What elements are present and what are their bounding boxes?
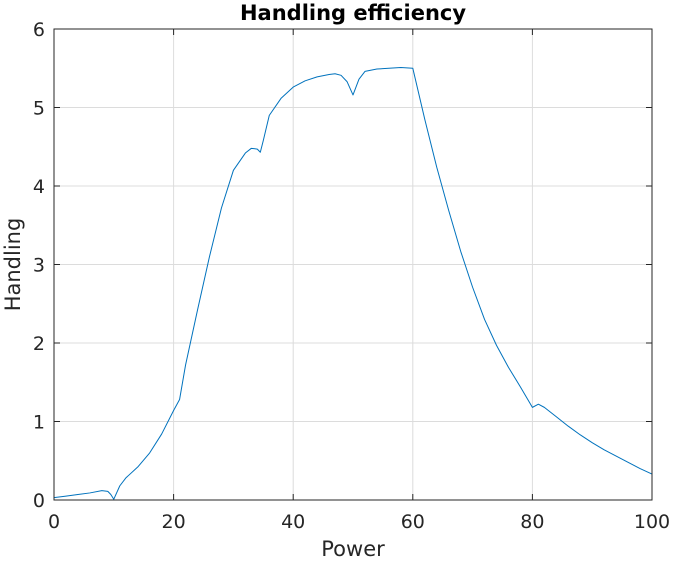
x-tick-label: 20 — [162, 511, 186, 533]
y-tick-label: 3 — [33, 255, 45, 277]
y-tick-label: 4 — [33, 176, 45, 198]
tick-marks — [53, 28, 653, 501]
x-axis-label: Power — [321, 537, 385, 561]
x-tick-label: 100 — [634, 511, 670, 533]
y-tick-labels: 0 1 2 3 4 5 6 — [33, 19, 45, 512]
series-line — [53, 66, 653, 500]
x-tick-label: 60 — [401, 511, 425, 533]
y-tick-label: 6 — [33, 19, 45, 41]
x-tick-label: 40 — [281, 511, 305, 533]
y-tick-label: 2 — [33, 333, 45, 355]
y-tick-label: 1 — [33, 412, 45, 434]
y-axis-label: Handling — [1, 218, 25, 312]
x-tick-label: 80 — [520, 511, 544, 533]
y-tick-label: 5 — [33, 98, 45, 120]
grid-lines — [54, 29, 652, 500]
x-tick-labels: 0 20 40 60 80 100 — [48, 511, 670, 533]
series-layer — [53, 66, 653, 500]
y-tick-label: 0 — [33, 490, 45, 512]
x-tick-label: 0 — [48, 511, 60, 533]
chart-title: Handling efficiency — [240, 1, 466, 25]
